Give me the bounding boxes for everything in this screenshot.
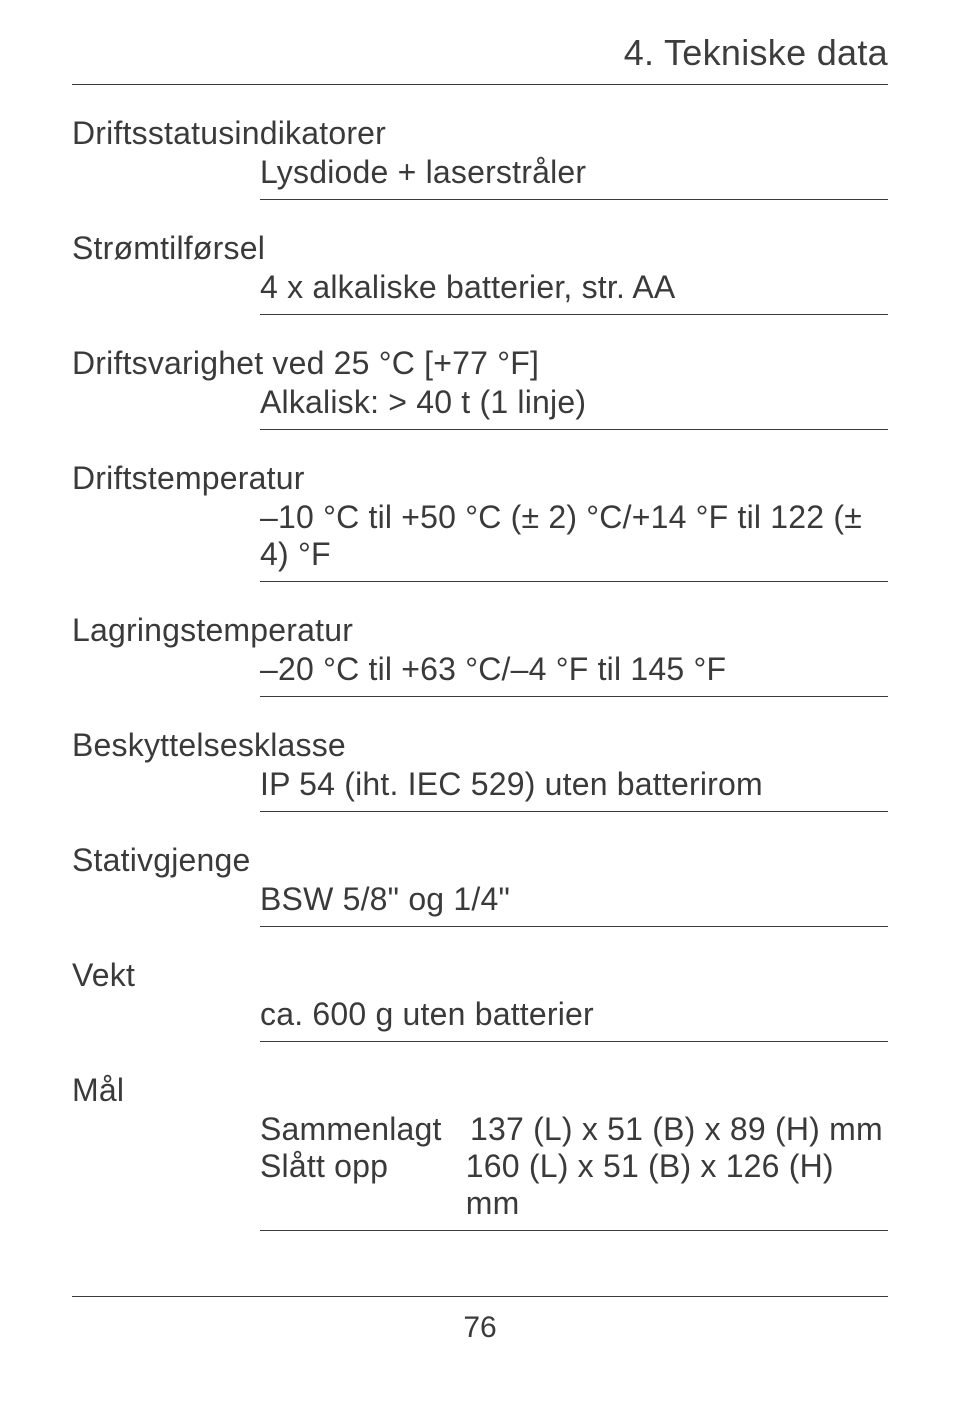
spec-value: Alkalisk: > 40 t (1 linje) (72, 384, 888, 421)
page-footer: 76 (72, 1296, 888, 1345)
dims-key: Sammenlagt (260, 1111, 470, 1148)
page-number: 76 (72, 1311, 888, 1345)
spec-value: –10 °C til +50 °C (± 2) °C/+14 °F til 12… (72, 499, 888, 573)
table-row: Sammenlagt 137 (L) x 51 (B) x 89 (H) mm (260, 1111, 888, 1148)
spec-label: Driftsstatusindikatorer (72, 115, 888, 152)
spec-label: Driftstemperatur (72, 460, 888, 497)
spec-protect: Beskyttelsesklasse IP 54 (iht. IEC 529) … (72, 727, 888, 812)
footer-rule (72, 1296, 888, 1297)
spec-value: 4 x alkaliske batterier, str. AA (72, 269, 888, 306)
dims-table: Sammenlagt 137 (L) x 51 (B) x 89 (H) mm … (72, 1111, 888, 1222)
spec-storetemp: Lagringstemperatur –20 °C til +63 °C/–4 … (72, 612, 888, 697)
spec-value: IP 54 (iht. IEC 529) uten batterirom (72, 766, 888, 803)
spec-power: Strømtilførsel 4 x alkaliske batterier, … (72, 230, 888, 315)
spec-runtime: Driftsvarighet ved 25 °C [+77 °F] Alkali… (72, 345, 888, 430)
dims-key: Slått opp (260, 1148, 466, 1222)
section-header: 4. Tekniske data (72, 32, 888, 74)
spec-optemp: Driftstemperatur –10 °C til +50 °C (± 2)… (72, 460, 888, 582)
spec-rule (260, 581, 888, 582)
spec-thread: Stativgjenge BSW 5/8" og 1/4" (72, 842, 888, 927)
dims-val: 137 (L) x 51 (B) x 89 (H) mm (470, 1111, 883, 1148)
spec-rule (260, 314, 888, 315)
spec-label: Mål (72, 1072, 888, 1109)
spec-rule (260, 926, 888, 927)
spec-rule (260, 1041, 888, 1042)
spec-rule (260, 429, 888, 430)
spec-label: Lagringstemperatur (72, 612, 888, 649)
table-row: Slått opp 160 (L) x 51 (B) x 126 (H) mm (260, 1148, 888, 1222)
spec-label: Stativgjenge (72, 842, 888, 879)
dims-val: 160 (L) x 51 (B) x 126 (H) mm (466, 1148, 888, 1222)
spec-label: Vekt (72, 957, 888, 994)
header-rule (72, 84, 888, 85)
spec-rule (260, 696, 888, 697)
spec-rule (260, 199, 888, 200)
spec-value: –20 °C til +63 °C/–4 °F til 145 °F (72, 651, 888, 688)
spec-status: Driftsstatusindikatorer Lysdiode + laser… (72, 115, 888, 200)
spec-value: Lysdiode + laserstråler (72, 154, 888, 191)
spec-value: BSW 5/8" og 1/4" (72, 881, 888, 918)
spec-rule (260, 1230, 888, 1231)
spec-value: ca. 600 g uten batterier (72, 996, 888, 1033)
spec-weight: Vekt ca. 600 g uten batterier (72, 957, 888, 1042)
spec-dims: Mål Sammenlagt 137 (L) x 51 (B) x 89 (H)… (72, 1072, 888, 1231)
spec-label: Driftsvarighet ved 25 °C [+77 °F] (72, 345, 888, 382)
spec-label: Strømtilførsel (72, 230, 888, 267)
spec-rule (260, 811, 888, 812)
spec-label: Beskyttelsesklasse (72, 727, 888, 764)
